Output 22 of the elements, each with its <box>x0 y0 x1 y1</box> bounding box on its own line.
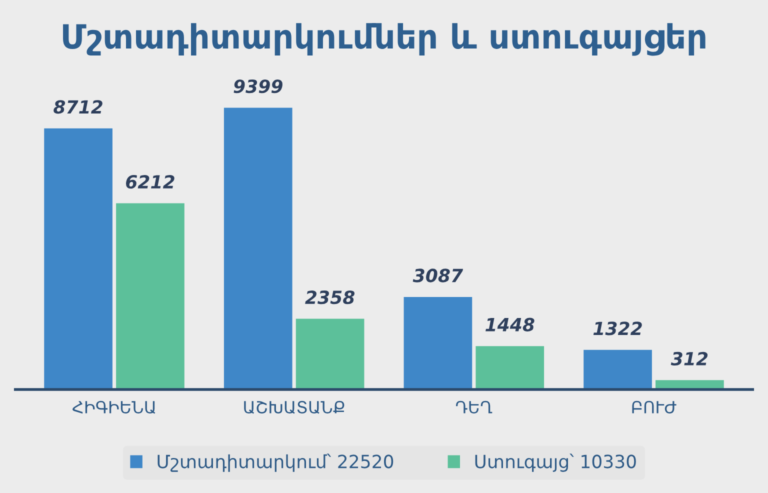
bar <box>44 128 112 390</box>
x-tick-label: ԱՇԽԱՏԱՆՔ <box>244 400 344 414</box>
legend-label: Մշտադիտարկում՝ 22520 <box>158 454 394 472</box>
data-label: 3087 <box>412 268 464 282</box>
x-tick-label: ԲՈՒԺ <box>632 400 676 414</box>
data-label: 2358 <box>305 290 355 304</box>
bar <box>116 203 184 390</box>
legend-label: Ստուգայց՝ 10330 <box>475 454 636 472</box>
data-label: 1448 <box>486 318 534 332</box>
bar <box>404 296 472 390</box>
data-label: 8712 <box>54 100 102 114</box>
data-label: 9399 <box>234 79 282 94</box>
bar <box>296 318 364 390</box>
x-tick-label: ՀԻԳԻԵՆԱ <box>72 400 156 414</box>
x-tick-label: ԴԵՂ <box>456 400 492 414</box>
bar <box>476 346 544 390</box>
data-label: 312 <box>670 352 708 366</box>
data-label: 1322 <box>593 322 642 336</box>
data-label: 6212 <box>126 175 174 189</box>
bar <box>224 108 292 390</box>
bar <box>584 350 652 390</box>
chart-title: Մշտադիտարկումներ և ստուգայցեր <box>63 23 706 56</box>
